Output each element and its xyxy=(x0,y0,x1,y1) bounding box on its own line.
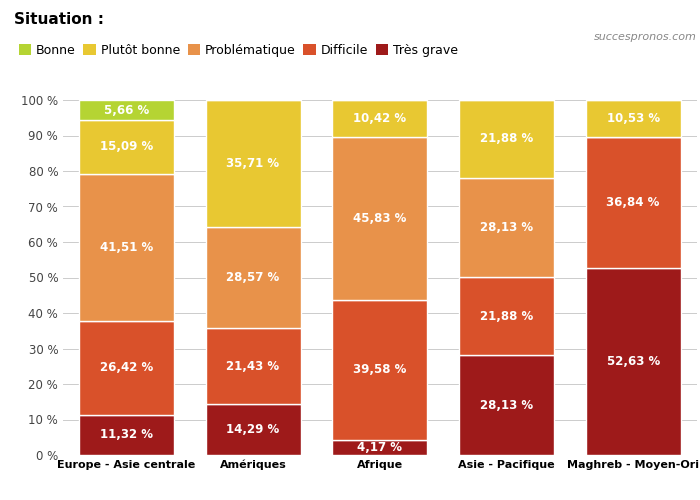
Text: 28,57 %: 28,57 % xyxy=(226,271,280,284)
Text: 21,88 %: 21,88 % xyxy=(480,310,533,323)
Text: 26,42 %: 26,42 % xyxy=(99,362,153,374)
Bar xyxy=(79,174,174,321)
Text: 14,29 %: 14,29 % xyxy=(226,423,280,436)
Bar xyxy=(206,328,300,404)
Text: 15,09 %: 15,09 % xyxy=(99,140,153,153)
Text: succespronos.com: succespronos.com xyxy=(594,32,696,42)
Text: 39,58 %: 39,58 % xyxy=(353,364,407,376)
Text: 10,42 %: 10,42 % xyxy=(354,112,406,125)
Text: 41,51 %: 41,51 % xyxy=(99,241,153,254)
Bar xyxy=(332,137,427,300)
Bar xyxy=(332,100,427,137)
Bar xyxy=(332,300,427,440)
Text: 28,13 %: 28,13 % xyxy=(480,398,533,411)
Text: 21,43 %: 21,43 % xyxy=(227,360,279,372)
Bar xyxy=(79,321,174,415)
Bar xyxy=(79,415,174,455)
Bar xyxy=(459,355,554,455)
Legend: Bonne, Plutôt bonne, Problématique, Difficile, Très grave: Bonne, Plutôt bonne, Problématique, Diff… xyxy=(19,44,458,57)
Text: 52,63 %: 52,63 % xyxy=(606,355,660,368)
Text: 36,84 %: 36,84 % xyxy=(606,196,660,209)
Bar xyxy=(459,100,554,178)
Bar xyxy=(586,268,680,455)
Bar xyxy=(206,404,300,455)
Text: Situation :: Situation : xyxy=(14,12,104,28)
Bar xyxy=(206,100,300,227)
Bar xyxy=(79,100,174,120)
Text: 4,17 %: 4,17 % xyxy=(357,441,402,454)
Text: 21,88 %: 21,88 % xyxy=(480,132,533,145)
Text: 5,66 %: 5,66 % xyxy=(104,104,149,117)
Text: 45,83 %: 45,83 % xyxy=(353,212,407,225)
Bar xyxy=(459,178,554,278)
Text: 35,71 %: 35,71 % xyxy=(227,157,279,170)
Text: 10,53 %: 10,53 % xyxy=(607,112,659,125)
Text: 11,32 %: 11,32 % xyxy=(100,428,153,442)
Bar xyxy=(79,120,174,174)
Text: 28,13 %: 28,13 % xyxy=(480,221,533,234)
Bar xyxy=(332,440,427,455)
Bar xyxy=(586,138,680,268)
Bar xyxy=(459,278,554,355)
Bar xyxy=(586,100,680,138)
Bar xyxy=(206,227,300,328)
